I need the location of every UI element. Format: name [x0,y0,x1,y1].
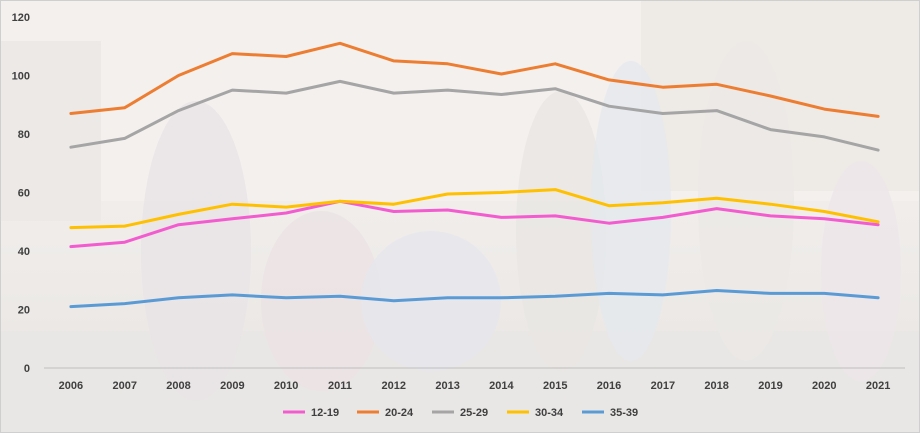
photo-person-5 [591,61,671,361]
legend-label-25-29: 25-29 [460,407,488,419]
x-tick-label: 2009 [220,380,244,392]
x-tick-label: 2012 [382,380,406,392]
x-tick-label: 2010 [274,380,298,392]
legend-label-35-39: 35-39 [610,407,638,419]
y-tick-label: 120 [12,12,30,24]
x-tick-label: 2014 [489,380,514,392]
photo-person-3 [361,231,501,371]
y-tick-label: 60 [18,188,30,200]
x-tick-label: 2011 [328,380,352,392]
legend-label-20-24: 20-24 [385,407,414,419]
x-tick-label: 2021 [866,380,890,392]
x-tick-label: 2008 [166,380,190,392]
x-tick-label: 2015 [543,380,567,392]
series-line-12-19 [69,199,880,249]
x-axis-labels: 2006 2007 2008 2009 2010 2011 2012 2013 2014 2015… [59,380,891,392]
legend-label-12-19: 12-19 [311,407,339,419]
legend: 12-19 20-24 25-29 30-34 35-39 [283,407,638,419]
series-line-20-24 [69,41,880,118]
y-tick-label: 80 [18,129,30,141]
x-tick-label: 2020 [812,380,836,392]
y-tick-label: 20 [18,305,30,317]
legend-label-30-34: 30-34 [535,407,564,419]
x-tick-label: 2016 [597,380,621,392]
x-tick-label: 2006 [59,380,83,392]
x-tick-label: 2019 [758,380,782,392]
y-axis-labels: 0 20 40 60 80 100 120 [12,12,30,375]
series-line-30-34 [69,188,880,230]
x-tick-label: 2018 [704,380,728,392]
y-tick-label: 40 [18,246,30,258]
photo-doorway [1,41,101,221]
series-lines [69,41,880,309]
x-tick-label: 2013 [435,380,459,392]
series-line-35-39 [69,289,880,309]
y-tick-label: 100 [12,71,30,83]
photo-person-1 [141,101,251,401]
photo-person-2 [261,211,381,391]
x-tick-label: 2007 [112,380,136,392]
photo-person-4 [516,91,606,371]
y-tick-label: 0 [24,363,30,375]
x-tick-label: 2017 [651,380,675,392]
series-line-25-29 [69,79,880,152]
